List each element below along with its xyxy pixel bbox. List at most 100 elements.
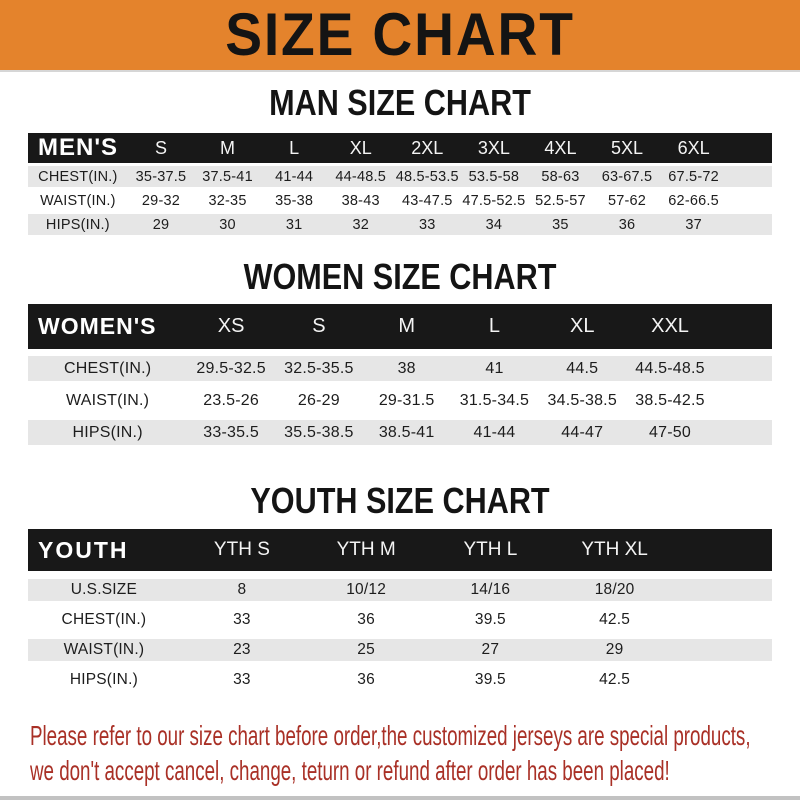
table-group-label: MEN'S — [28, 133, 128, 163]
table-row: WAIST(IN.) 23 25 27 29 — [28, 639, 772, 661]
footnote: Please refer to our size chart before or… — [30, 718, 800, 788]
size-column-header: YTH S — [179, 529, 305, 571]
size-value-cell: 14/16 — [428, 579, 553, 601]
size-column-header: XS — [187, 304, 275, 349]
size-value-cell: 29-32 — [127, 190, 195, 211]
size-column-header: S — [275, 304, 363, 349]
size-value-cell: 37 — [660, 214, 727, 235]
size-value-cell: 29.5-32.5 — [187, 356, 275, 381]
row-label: CHEST(IN.) — [28, 609, 180, 631]
size-value-cell: 23.5-26 — [187, 388, 275, 413]
size-value-cell: 44.5-48.5 — [626, 356, 714, 381]
size-value-cell: 44-47 — [538, 420, 627, 445]
size-column-header: 2XL — [394, 133, 461, 163]
header-spacer — [676, 529, 772, 571]
size-value-cell: 39.5 — [428, 609, 553, 631]
size-value-cell: 23 — [179, 639, 305, 661]
size-column-header: XL — [327, 133, 394, 163]
size-value-cell: 33 — [179, 669, 305, 691]
banner-title: SIZE CHART — [225, 1, 575, 68]
table-row: U.S.SIZE 8 10/12 14/16 18/20 — [28, 579, 772, 601]
size-value-cell: 42.5 — [552, 669, 677, 691]
row-spacer — [713, 420, 772, 445]
size-value-cell: 35 — [527, 214, 594, 235]
size-value-cell: 29-31.5 — [362, 388, 451, 413]
size-value-cell: 41-44 — [450, 420, 539, 445]
size-value-cell: 35-38 — [260, 190, 328, 211]
size-table-women: WOMEN'S XS S M L XL XXL CHEST(IN.) 29.5-32.5 32.5… — [28, 297, 772, 452]
size-value-cell: 38.5-42.5 — [626, 388, 714, 413]
row-label: CHEST(IN.) — [28, 356, 188, 381]
table-row: CHEST(IN.) 29.5-32.5 32.5-35.5 38 41 44.5 44.5… — [28, 356, 772, 381]
row-label: U.S.SIZE — [28, 579, 180, 601]
footnote-line-2: we don't accept cancel, change, teturn o… — [30, 755, 670, 786]
size-value-cell: 26-29 — [275, 388, 363, 413]
size-column-header: 3XL — [460, 133, 528, 163]
size-value-cell: 63-67.5 — [593, 166, 661, 187]
size-column-header: XL — [538, 304, 627, 349]
size-column-header: M — [194, 133, 261, 163]
table-row: HIPS(IN.) 33-35.5 35.5-38.5 38.5-41 41-44 44-… — [28, 420, 772, 445]
size-value-cell: 33 — [394, 214, 461, 235]
row-spacer — [726, 214, 772, 235]
size-value-cell: 34 — [460, 214, 528, 235]
row-label: WAIST(IN.) — [28, 388, 188, 413]
row-label: HIPS(IN.) — [28, 420, 188, 445]
table-row: HIPS(IN.) 33 36 39.5 42.5 — [28, 669, 772, 691]
table-row: CHEST(IN.) 35-37.5 37.5-41 41-44 44-48.5 48.5… — [28, 166, 772, 187]
table-row: WAIST(IN.) 29-32 32-35 35-38 38-43 43-47.5 47.… — [28, 190, 772, 211]
table-header-row: YOUTH YTH S YTH M YTH L YTH XL — [28, 529, 772, 571]
header-spacer — [726, 133, 772, 163]
size-value-cell: 44.5 — [538, 356, 627, 381]
size-value-cell: 41 — [450, 356, 539, 381]
row-spacer — [713, 356, 772, 381]
section-heading-wrap: YOUTH SIZE CHART — [0, 483, 800, 519]
row-spacer — [726, 166, 772, 187]
section-heading-women: WOMEN SIZE CHART — [243, 256, 557, 297]
banner: SIZE CHART — [0, 0, 800, 72]
size-value-cell: 58-63 — [527, 166, 594, 187]
size-table-men: MEN'S S M L XL 2XL 3XL 4XL 5XL 6XL CHEST(IN.) 35-37… — [28, 130, 772, 238]
size-column-header: S — [127, 133, 195, 163]
size-value-cell: 35-37.5 — [127, 166, 195, 187]
row-label: WAIST(IN.) — [28, 639, 180, 661]
table-row: WAIST(IN.) 23.5-26 26-29 29-31.5 31.5-34.5 34… — [28, 388, 772, 413]
bottom-edge-divider — [0, 796, 800, 800]
row-spacer — [676, 609, 772, 631]
size-value-cell: 62-66.5 — [660, 190, 727, 211]
size-value-cell: 38-43 — [327, 190, 394, 211]
size-value-cell: 42.5 — [552, 609, 677, 631]
size-value-cell: 47.5-52.5 — [460, 190, 528, 211]
size-value-cell: 36 — [304, 609, 429, 631]
section-heading-men: MAN SIZE CHART — [269, 82, 531, 123]
row-spacer — [726, 190, 772, 211]
table-row: HIPS(IN.) 29 30 31 32 33 34 35 36 37 — [28, 214, 772, 235]
size-value-cell: 25 — [304, 639, 429, 661]
size-value-cell: 29 — [552, 639, 677, 661]
size-table-youth: YOUTH YTH S YTH M YTH L YTH XL U.S.SIZE 8 10/12… — [28, 521, 772, 699]
table-group-label: YOUTH — [28, 529, 180, 571]
table-group-label: WOMEN'S — [28, 304, 188, 349]
size-value-cell: 32 — [327, 214, 394, 235]
size-value-cell: 35.5-38.5 — [275, 420, 363, 445]
row-label: CHEST(IN.) — [28, 166, 128, 187]
size-column-header: L — [260, 133, 328, 163]
size-column-header: YTH L — [428, 529, 553, 571]
size-value-cell: 36 — [304, 669, 429, 691]
size-column-header: XXL — [626, 304, 714, 349]
size-value-cell: 30 — [194, 214, 261, 235]
size-value-cell: 52.5-57 — [527, 190, 594, 211]
size-column-header: 6XL — [660, 133, 727, 163]
size-value-cell: 48.5-53.5 — [394, 166, 461, 187]
size-value-cell: 18/20 — [552, 579, 677, 601]
size-value-cell: 31.5-34.5 — [450, 388, 539, 413]
size-column-header: 4XL — [527, 133, 594, 163]
size-value-cell: 33 — [179, 609, 305, 631]
header-spacer — [713, 304, 772, 349]
table-header-row: WOMEN'S XS S M L XL XXL — [28, 304, 772, 349]
section-heading-wrap: WOMEN SIZE CHART — [0, 259, 800, 295]
section-heading-youth: YOUTH SIZE CHART — [250, 480, 550, 521]
size-value-cell: 10/12 — [304, 579, 429, 601]
size-value-cell: 43-47.5 — [394, 190, 461, 211]
size-value-cell: 67.5-72 — [660, 166, 727, 187]
